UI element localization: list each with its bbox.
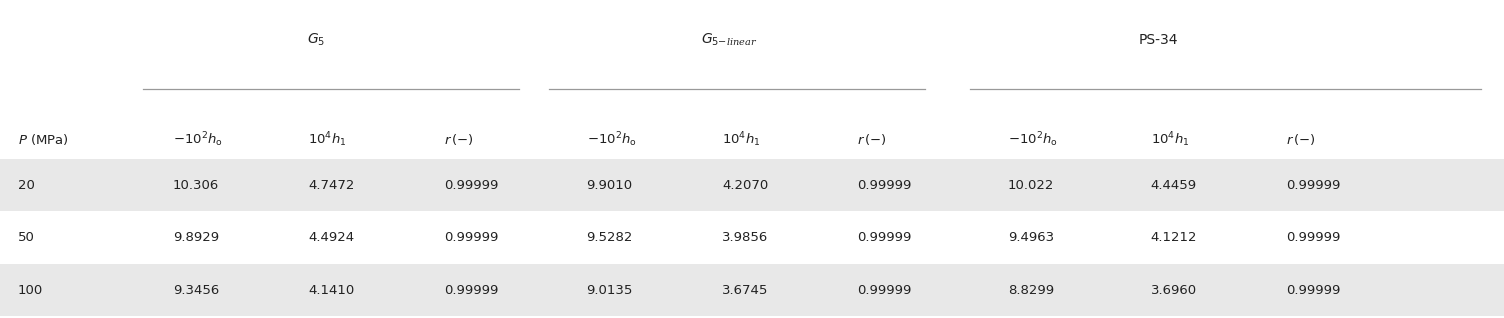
Text: $-10^2h_{\rm o}$: $-10^2h_{\rm o}$ [1008,131,1057,149]
Text: 9.3456: 9.3456 [173,284,220,297]
Text: 20: 20 [18,179,35,192]
Text: 9.5282: 9.5282 [587,231,633,244]
Text: $G_5$: $G_5$ [307,31,325,48]
Text: 3.6745: 3.6745 [722,284,769,297]
Text: 0.99999: 0.99999 [444,179,498,192]
Text: 50: 50 [18,231,35,244]
Text: 0.99999: 0.99999 [857,179,911,192]
Text: 9.4963: 9.4963 [1008,231,1054,244]
Text: 3.9856: 3.9856 [722,231,769,244]
Bar [0,211,1504,264]
Text: 4.1212: 4.1212 [1151,231,1197,244]
Bar [0,264,1504,316]
Text: 0.99999: 0.99999 [857,231,911,244]
Text: $r\,(-)$: $r\,(-)$ [444,132,474,148]
Text: $10^4h_1$: $10^4h_1$ [722,131,761,149]
Text: 9.9010: 9.9010 [587,179,633,192]
Text: 8.8299: 8.8299 [1008,284,1054,297]
Text: $10^4h_1$: $10^4h_1$ [308,131,347,149]
Text: 9.0135: 9.0135 [587,284,633,297]
Text: 4.2070: 4.2070 [722,179,769,192]
Text: 0.99999: 0.99999 [444,284,498,297]
Text: 0.99999: 0.99999 [857,284,911,297]
Bar [0,159,1504,211]
Text: 4.7472: 4.7472 [308,179,355,192]
Text: 0.99999: 0.99999 [1286,284,1340,297]
Text: 4.1410: 4.1410 [308,284,355,297]
Text: 10.306: 10.306 [173,179,220,192]
Text: 0.99999: 0.99999 [444,231,498,244]
Text: 0.99999: 0.99999 [1286,231,1340,244]
Text: 4.4459: 4.4459 [1151,179,1197,192]
Text: 0.99999: 0.99999 [1286,179,1340,192]
Text: 100: 100 [18,284,44,297]
Text: $P$ (MPa): $P$ (MPa) [18,132,69,148]
Text: 4.4924: 4.4924 [308,231,355,244]
Text: $10^4h_1$: $10^4h_1$ [1151,131,1190,149]
Text: $G_{5\mathregular{-linear}}$: $G_{5\mathregular{-linear}}$ [701,31,758,48]
Text: 10.022: 10.022 [1008,179,1054,192]
Text: $-10^2h_{\rm o}$: $-10^2h_{\rm o}$ [173,131,223,149]
Text: $r\,(-)$: $r\,(-)$ [857,132,887,148]
Bar [0,316,1504,318]
Text: 3.6960: 3.6960 [1151,284,1197,297]
Text: $r\,(-)$: $r\,(-)$ [1286,132,1316,148]
Text: 9.8929: 9.8929 [173,231,220,244]
Text: $-10^2h_{\rm o}$: $-10^2h_{\rm o}$ [587,131,636,149]
Text: PS-34: PS-34 [1139,33,1178,47]
